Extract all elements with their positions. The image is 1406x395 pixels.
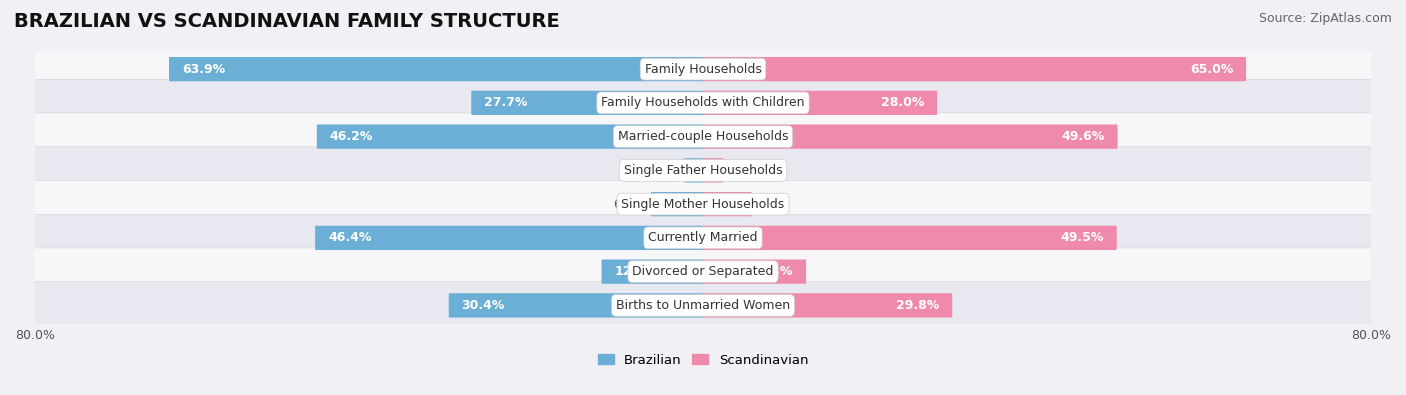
FancyBboxPatch shape: [703, 260, 806, 284]
FancyBboxPatch shape: [34, 248, 1372, 295]
Text: 12.1%: 12.1%: [614, 265, 658, 278]
FancyBboxPatch shape: [169, 57, 703, 81]
Text: 2.2%: 2.2%: [647, 164, 678, 177]
FancyBboxPatch shape: [449, 293, 703, 318]
FancyBboxPatch shape: [703, 192, 752, 216]
FancyBboxPatch shape: [34, 45, 1372, 93]
FancyBboxPatch shape: [34, 147, 1372, 194]
Text: Divorced or Separated: Divorced or Separated: [633, 265, 773, 278]
FancyBboxPatch shape: [703, 293, 952, 318]
FancyBboxPatch shape: [316, 124, 703, 149]
FancyBboxPatch shape: [685, 158, 703, 182]
Text: 49.5%: 49.5%: [1060, 231, 1104, 245]
FancyBboxPatch shape: [703, 91, 938, 115]
Text: 28.0%: 28.0%: [882, 96, 924, 109]
Text: Family Households with Children: Family Households with Children: [602, 96, 804, 109]
FancyBboxPatch shape: [602, 260, 703, 284]
FancyBboxPatch shape: [34, 214, 1372, 261]
FancyBboxPatch shape: [703, 158, 724, 182]
Text: 12.3%: 12.3%: [749, 265, 793, 278]
FancyBboxPatch shape: [34, 181, 1372, 228]
Text: Currently Married: Currently Married: [648, 231, 758, 245]
Text: 27.7%: 27.7%: [484, 96, 527, 109]
Text: 2.4%: 2.4%: [730, 164, 762, 177]
FancyBboxPatch shape: [34, 282, 1372, 329]
Text: 5.8%: 5.8%: [758, 198, 790, 211]
Text: 29.8%: 29.8%: [896, 299, 939, 312]
FancyBboxPatch shape: [34, 113, 1372, 160]
Text: 65.0%: 65.0%: [1189, 63, 1233, 75]
FancyBboxPatch shape: [703, 57, 1246, 81]
Text: 30.4%: 30.4%: [461, 299, 505, 312]
Text: 49.6%: 49.6%: [1062, 130, 1105, 143]
FancyBboxPatch shape: [651, 192, 703, 216]
Text: 63.9%: 63.9%: [181, 63, 225, 75]
FancyBboxPatch shape: [34, 79, 1372, 126]
Legend: Brazilian, Scandinavian: Brazilian, Scandinavian: [598, 354, 808, 367]
FancyBboxPatch shape: [315, 226, 703, 250]
Text: BRAZILIAN VS SCANDINAVIAN FAMILY STRUCTURE: BRAZILIAN VS SCANDINAVIAN FAMILY STRUCTU…: [14, 12, 560, 31]
Text: Family Households: Family Households: [644, 63, 762, 75]
Text: Single Father Households: Single Father Households: [624, 164, 782, 177]
Text: 6.2%: 6.2%: [613, 198, 644, 211]
FancyBboxPatch shape: [703, 124, 1118, 149]
Text: Source: ZipAtlas.com: Source: ZipAtlas.com: [1258, 12, 1392, 25]
Text: Single Mother Households: Single Mother Households: [621, 198, 785, 211]
Text: Births to Unmarried Women: Births to Unmarried Women: [616, 299, 790, 312]
Text: 46.4%: 46.4%: [328, 231, 371, 245]
FancyBboxPatch shape: [471, 91, 703, 115]
Text: 46.2%: 46.2%: [330, 130, 373, 143]
Text: Married-couple Households: Married-couple Households: [617, 130, 789, 143]
FancyBboxPatch shape: [703, 226, 1116, 250]
